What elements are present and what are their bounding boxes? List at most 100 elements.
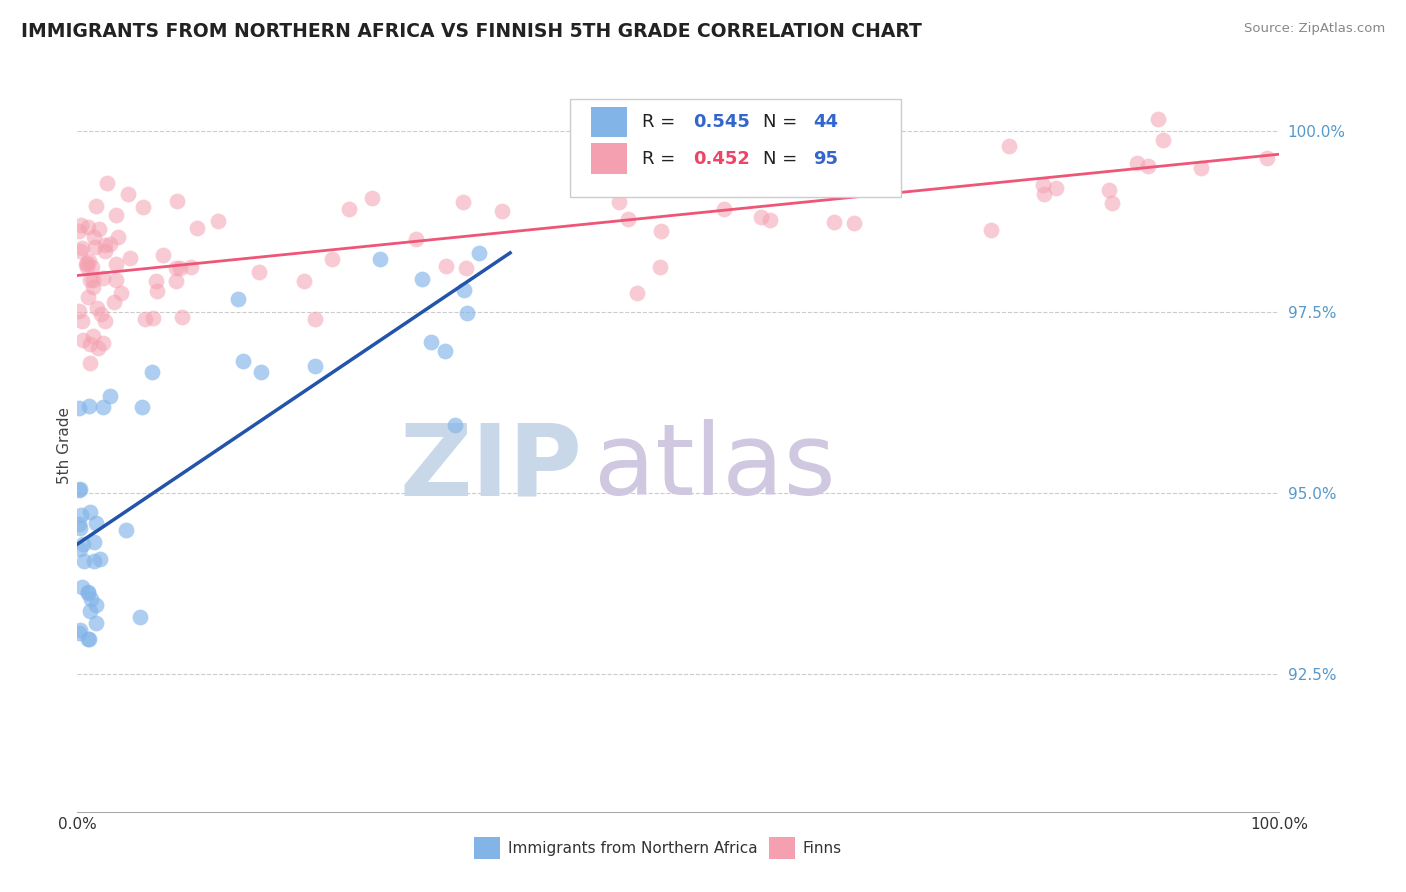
Point <box>77 290 100 304</box>
Point <box>491 204 513 219</box>
FancyBboxPatch shape <box>769 838 794 859</box>
Point <box>1126 156 1149 170</box>
Point <box>69 541 91 556</box>
Point <box>91 271 114 285</box>
Point <box>145 274 167 288</box>
Point <box>152 247 174 261</box>
Point <box>79 592 101 607</box>
Point <box>1147 112 1170 127</box>
Point <box>456 306 478 320</box>
Text: atlas: atlas <box>595 419 837 516</box>
Point <box>692 167 714 181</box>
Point <box>304 359 326 373</box>
Point <box>1101 196 1123 211</box>
Point <box>72 314 94 328</box>
Point <box>443 418 465 433</box>
Point <box>72 553 94 567</box>
Point <box>83 230 105 244</box>
Point <box>141 365 163 379</box>
Point <box>76 260 98 274</box>
Point <box>700 137 723 152</box>
Point <box>79 273 101 287</box>
Point <box>84 199 107 213</box>
Point <box>361 191 384 205</box>
Point <box>84 615 107 630</box>
FancyBboxPatch shape <box>571 99 901 197</box>
Point <box>77 632 100 647</box>
Point <box>304 312 326 326</box>
Point <box>249 265 271 279</box>
Point <box>82 272 104 286</box>
Point <box>434 259 457 273</box>
Point <box>84 599 107 613</box>
Point <box>77 632 100 646</box>
Point <box>70 218 93 232</box>
Point <box>186 220 208 235</box>
Point <box>337 202 360 217</box>
Point <box>134 311 156 326</box>
Point <box>91 401 114 415</box>
Point <box>616 212 638 227</box>
Point <box>80 260 103 274</box>
Point <box>1256 151 1278 165</box>
Point <box>207 214 229 228</box>
Point <box>749 211 772 225</box>
Point <box>759 212 782 227</box>
Point <box>146 284 169 298</box>
Text: ZIP: ZIP <box>399 419 582 516</box>
Point <box>76 585 98 599</box>
Point <box>96 176 118 190</box>
Point <box>89 552 111 566</box>
Point <box>72 537 94 551</box>
Point <box>98 237 121 252</box>
Point <box>110 285 132 300</box>
Point <box>165 261 187 276</box>
Point <box>180 260 202 275</box>
Y-axis label: 5th Grade: 5th Grade <box>56 408 72 484</box>
Point <box>118 251 141 265</box>
Point <box>626 285 648 300</box>
Point <box>77 399 100 413</box>
Point <box>69 483 91 497</box>
Point <box>998 138 1021 153</box>
Point <box>453 194 475 209</box>
Point <box>1098 183 1121 197</box>
Point <box>433 343 456 358</box>
Point <box>292 274 315 288</box>
Point <box>69 624 91 638</box>
Point <box>411 272 433 286</box>
FancyBboxPatch shape <box>474 838 501 859</box>
Point <box>82 328 104 343</box>
Point <box>79 336 101 351</box>
Point <box>1136 159 1159 173</box>
Point <box>1032 187 1054 202</box>
Point <box>1189 161 1212 175</box>
Point <box>77 254 100 268</box>
Text: R =: R = <box>643 150 675 168</box>
Point <box>79 603 101 617</box>
Point <box>166 274 188 288</box>
Point <box>107 229 129 244</box>
Point <box>86 301 108 315</box>
Point <box>131 401 153 415</box>
Point <box>650 224 672 238</box>
Text: Source: ZipAtlas.com: Source: ZipAtlas.com <box>1244 22 1385 36</box>
Point <box>170 310 193 324</box>
Point <box>453 283 475 297</box>
Point <box>94 238 117 252</box>
FancyBboxPatch shape <box>591 107 627 137</box>
Point <box>575 153 598 167</box>
Point <box>842 216 865 230</box>
Point <box>69 244 91 258</box>
Point <box>72 333 94 347</box>
Text: R =: R = <box>643 113 675 131</box>
Point <box>132 200 155 214</box>
Point <box>1045 181 1067 195</box>
Point <box>69 482 91 496</box>
Point <box>609 194 631 209</box>
Point <box>70 241 93 255</box>
Point <box>321 252 343 266</box>
Text: Immigrants from Northern Africa: Immigrants from Northern Africa <box>508 841 758 855</box>
Point <box>1152 133 1174 147</box>
Point <box>713 202 735 216</box>
